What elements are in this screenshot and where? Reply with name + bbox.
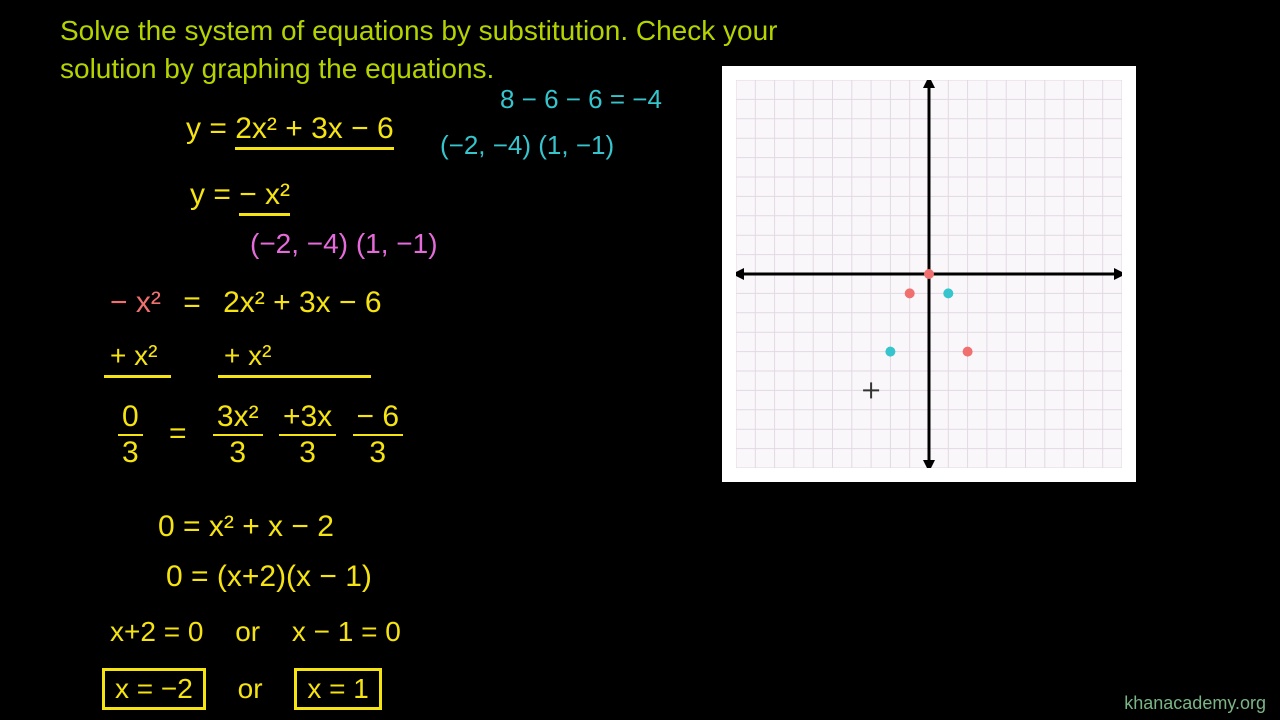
calc-check: 8 − 6 − 6 = −4 — [500, 84, 662, 115]
add-x2-right: + x² — [218, 340, 371, 372]
divide-by-3: 03 = 3x²3 +3x3 − 63 — [118, 402, 403, 468]
roots-line: x+2 = 0 or x − 1 = 0 — [110, 616, 401, 648]
answers: x = −2 or x = 1 — [102, 668, 382, 710]
simplified: 0 = x² + x − 2 — [158, 510, 334, 544]
coordinate-graph — [722, 66, 1136, 482]
points-magenta: (−2, −4) (1, −1) — [250, 228, 438, 260]
points-teal: (−2, −4) (1, −1) — [440, 130, 614, 161]
eq1: y = 2x² + 3x − 6 — [186, 112, 394, 146]
graph-grid — [736, 80, 1122, 468]
graph-svg — [736, 80, 1122, 468]
eq2: y = − x² — [190, 178, 290, 212]
watermark: khanacademy.org — [1124, 693, 1266, 714]
factored: 0 = (x+2)(x − 1) — [166, 560, 372, 594]
add-x2-left: + x² — [104, 340, 171, 372]
step-subst: − x² = 2x² + 3x − 6 — [110, 286, 382, 320]
